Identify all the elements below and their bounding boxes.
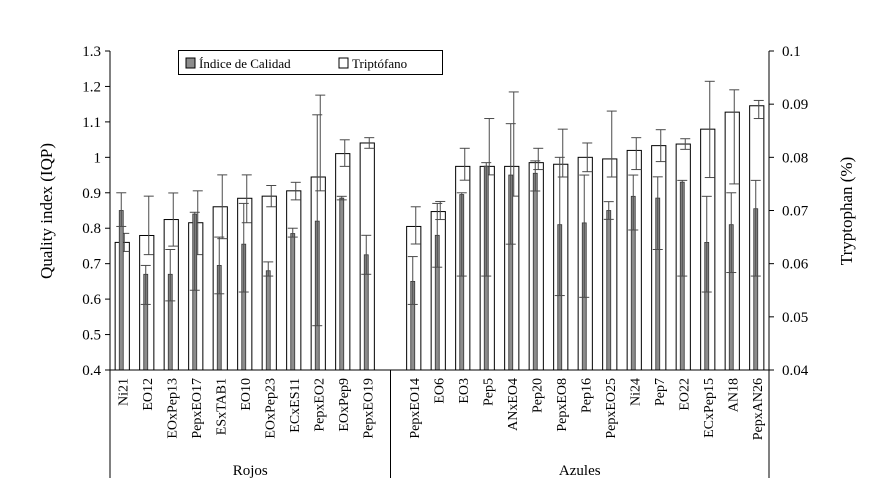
legend-swatch-triptofano (338, 57, 349, 69)
x-tick-label: EO12 (141, 378, 156, 411)
y2-tick-label: 0.04 (782, 363, 809, 379)
x-tick-label: PepxEO19 (361, 378, 376, 439)
y-tick-label: 1.1 (82, 115, 101, 131)
legend: Índice de Calidad Triptófano (178, 50, 443, 75)
y2-tick-label: 0.06 (782, 257, 809, 273)
legend-label-indice: Índice de Calidad (199, 56, 291, 71)
y-tick-label: 1.2 (82, 79, 101, 95)
y2-tick-label: 0.08 (782, 150, 808, 166)
x-tick-label: Ni24 (628, 378, 643, 406)
x-tick-label: ECxES11 (288, 378, 303, 433)
x-tick-label: PepxEO2 (312, 378, 327, 432)
x-tick-label: ANxEO4 (506, 378, 521, 431)
y-tick-label: 0.7 (82, 257, 101, 273)
y2-tick-label: 0.07 (782, 204, 809, 220)
x-tick-label: PepxEO14 (408, 378, 423, 439)
bar-indice-calidad (265, 270, 271, 371)
bar-indice-calidad (118, 210, 124, 371)
x-tick-label: PepxAN26 (751, 378, 766, 440)
x-tick-label: EO6 (432, 378, 447, 404)
x-tick-label: Pep7 (653, 378, 668, 406)
x-tick-label: PepxEO8 (555, 378, 570, 432)
x-tick-label: EO10 (239, 378, 254, 411)
bar-indice-calidad (606, 210, 612, 371)
x-tick-label: EO3 (457, 378, 472, 404)
x-tick-label: AN18 (726, 378, 741, 412)
y2-tick-label: 0.1 (782, 44, 801, 60)
y-tick-label: 1.3 (82, 44, 101, 60)
x-tick-label: Pep20 (530, 378, 545, 413)
y-axis-title: Quality index (IQP) (37, 143, 56, 279)
x-tick-label: PepxEO25 (604, 378, 619, 439)
y2-tick-label: 0.05 (782, 310, 808, 326)
bar-indice-calidad (532, 172, 538, 371)
y-tick-label: 0.9 (82, 186, 101, 202)
y2-tick-label: 0.09 (782, 97, 808, 113)
x-tick-label: Pep5 (481, 378, 496, 406)
legend-label-triptofano: Triptófano (352, 56, 407, 71)
group-label-azules: Azules (559, 463, 601, 479)
bar-indice-calidad (339, 197, 345, 371)
x-tick-label: Pep16 (579, 378, 594, 413)
x-tick-label: Ni21 (116, 378, 131, 406)
y-tick-label: 0.8 (82, 221, 101, 237)
x-tick-label: EOxPep13 (165, 378, 180, 439)
x-tick-label: ESxTAB1 (214, 378, 229, 435)
x-tick-label: ECxPep15 (702, 378, 717, 438)
y-tick-label: 1 (94, 150, 102, 166)
y2-axis-title: Tryptophan (%) (837, 157, 856, 265)
bar-indice-calidad (290, 233, 296, 371)
y-tick-label: 0.6 (82, 292, 101, 308)
legend-swatch-indice (185, 57, 196, 69)
x-tick-label: EO22 (677, 378, 692, 411)
group-label-rojos: Rojos (233, 463, 268, 479)
x-tick-label: EOxPep23 (263, 378, 278, 439)
x-tick-label: EOxPep9 (337, 378, 352, 432)
y-tick-label: 0.5 (82, 328, 101, 344)
y-tick-label: 0.4 (82, 363, 101, 379)
x-tick-label: PepxEO17 (190, 378, 205, 439)
